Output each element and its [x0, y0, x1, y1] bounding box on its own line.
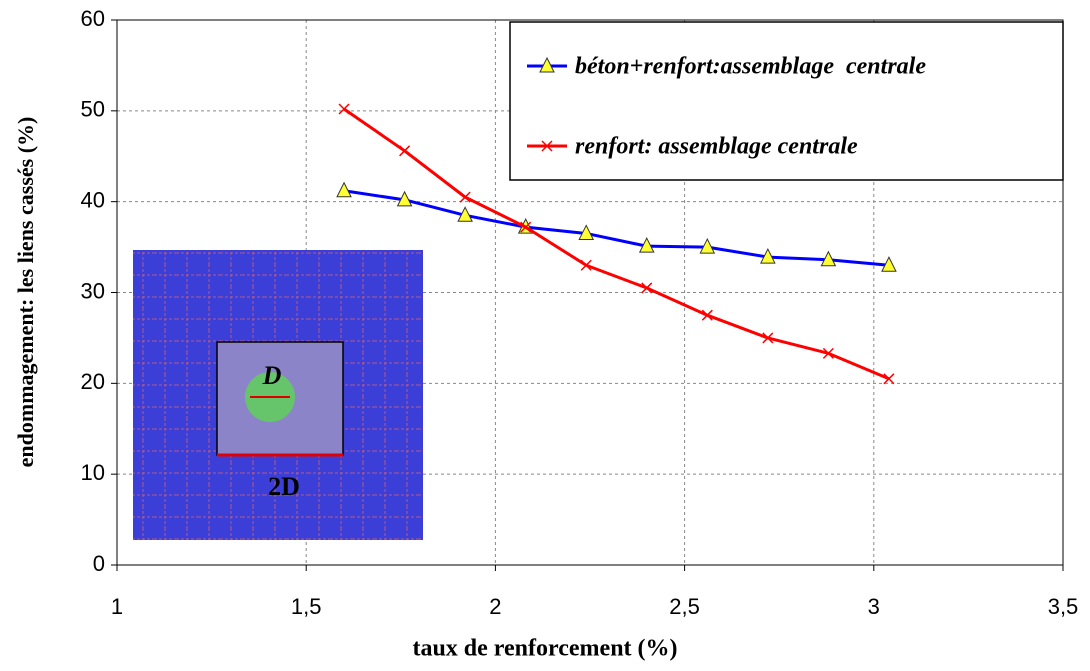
- y-tick-label: 20: [81, 369, 105, 394]
- x-tick-label: 2,5: [669, 594, 700, 619]
- marker: [822, 347, 834, 359]
- x-tick-label: 2: [489, 594, 501, 619]
- marker: [580, 259, 592, 271]
- marker: [641, 282, 653, 294]
- legend-marker: [541, 140, 553, 152]
- y-tick-label: 50: [81, 97, 105, 122]
- legend-marker: [539, 56, 555, 73]
- marker: [701, 309, 713, 321]
- plot: [336, 103, 897, 385]
- legend-label: béton+renfort:assemblage centrale: [575, 54, 926, 80]
- marker: [762, 332, 774, 344]
- plot-frame: [116, 19, 1064, 566]
- y-tick-label: 30: [81, 278, 105, 303]
- inset-2d-label: 2D: [268, 472, 300, 501]
- marker: [459, 191, 471, 203]
- x-tick-label: 3: [868, 594, 880, 619]
- y-tick-label: 40: [81, 187, 105, 212]
- x-tick-label: 3,5: [1048, 594, 1079, 619]
- y-axis-title: endommagement: les liens cassés (%): [13, 117, 38, 468]
- x-tick-label: 1,5: [291, 594, 322, 619]
- marker: [520, 221, 532, 233]
- legend-label: renfort: assemblage centrale: [575, 134, 858, 160]
- marker: [638, 237, 655, 253]
- inset-image: D 2D: [133, 250, 423, 540]
- x-axis-title: taux de renforcement (%): [412, 636, 677, 662]
- marker: [578, 224, 595, 240]
- marker: [457, 206, 473, 222]
- x-tick-label: 1: [111, 594, 123, 619]
- y-tick-label: 60: [81, 6, 105, 31]
- y-tick-label: 10: [81, 460, 105, 485]
- marker: [338, 103, 350, 115]
- legend: béton+renfort:assemblage centrale renfort…: [527, 54, 926, 160]
- marker: [336, 181, 352, 198]
- marker: [760, 247, 776, 264]
- marker: [699, 237, 716, 254]
- legend-box: [509, 21, 1064, 181]
- y-tick-label: 0: [93, 551, 105, 576]
- series-line: [343, 107, 890, 381]
- marker: [399, 145, 411, 157]
- marker: [820, 250, 837, 267]
- series-line: [343, 189, 890, 267]
- marker: [396, 190, 413, 207]
- marker: [881, 256, 897, 272]
- inset-d-label: D: [262, 361, 282, 390]
- marker: [883, 373, 895, 385]
